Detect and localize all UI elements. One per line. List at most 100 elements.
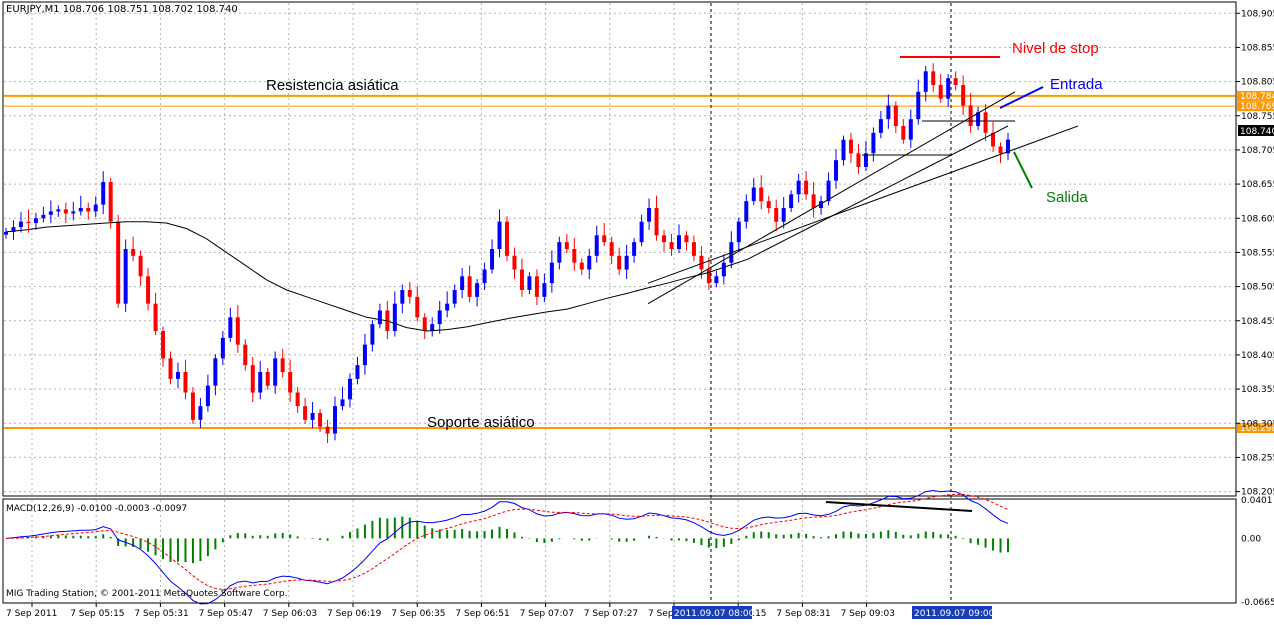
moving-average xyxy=(5,125,1009,332)
current-price: 108.740 xyxy=(1240,127,1274,137)
bull-candle xyxy=(392,303,397,331)
bull-candle xyxy=(923,71,928,92)
macd-line xyxy=(5,489,1009,605)
bear-candle xyxy=(662,235,667,243)
bull-candle xyxy=(78,208,83,212)
bear-candle xyxy=(766,201,771,208)
crosshair-time-1: 2011.09.07 08:00 xyxy=(674,609,755,619)
y-tick-label: 108.555 xyxy=(1241,248,1274,258)
bull-candle xyxy=(205,385,210,407)
bull-candle xyxy=(213,358,218,386)
bull-candle xyxy=(475,283,480,297)
bull-candle xyxy=(751,187,756,202)
bear-candle xyxy=(422,317,427,331)
bull-candle xyxy=(445,303,450,311)
bull-candle xyxy=(497,221,502,249)
bull-candle xyxy=(355,365,360,379)
crosshair-time-box-1 xyxy=(672,606,752,619)
bear-candle xyxy=(901,126,906,140)
bull-candle xyxy=(198,406,203,420)
bull-candle xyxy=(273,358,278,386)
bull-candle xyxy=(647,208,652,222)
bear-candle xyxy=(684,235,689,243)
symbol-info: EURJPY,M1 108.706 108.751 108.702 108.74… xyxy=(6,4,238,15)
bull-candle xyxy=(11,227,16,232)
bull-candle xyxy=(41,214,46,219)
bull-candle xyxy=(220,337,225,359)
bear-candle xyxy=(931,71,936,85)
bull-candle xyxy=(437,310,442,325)
macd-series xyxy=(5,489,1009,605)
bear-candle xyxy=(991,132,996,147)
y-tick-label: 108.655 xyxy=(1241,180,1274,190)
bull-candle xyxy=(826,180,831,202)
bear-candle xyxy=(183,372,188,393)
x-tick-label: 7 Sep 06:51 xyxy=(455,609,509,619)
x-tick-label: 7 Sep 2011 xyxy=(6,609,57,619)
bear-candle xyxy=(519,269,524,290)
bear-candle xyxy=(706,269,711,284)
x-tick-label: 7 Sep 07:27 xyxy=(584,609,638,619)
bear-candle xyxy=(811,194,816,208)
y-tick-label: 108.305 xyxy=(1241,419,1274,429)
bear-candle xyxy=(759,187,764,202)
bear-candle xyxy=(265,372,270,386)
bull-candle xyxy=(1006,139,1010,154)
bull-candle xyxy=(527,276,532,290)
level-price-label: 108.298 xyxy=(1240,424,1274,434)
bear-candle xyxy=(564,242,569,249)
y-tick-label: 108.755 xyxy=(1241,112,1274,122)
bull-candle xyxy=(4,231,8,235)
bear-candle xyxy=(804,180,809,195)
level-price-label: 108.769 xyxy=(1240,102,1274,112)
bull-candle xyxy=(48,211,53,215)
bull-candle xyxy=(549,262,554,284)
bull-candle xyxy=(886,105,891,120)
level-price-box xyxy=(1237,423,1274,434)
bull-candle xyxy=(871,132,876,154)
bull-candle xyxy=(71,211,76,214)
bear-candle xyxy=(86,208,91,212)
bull-candle xyxy=(258,372,263,393)
bull-candle xyxy=(841,139,846,161)
bull-candle xyxy=(123,249,128,304)
bull-candle xyxy=(460,276,465,290)
exit-label: Salida xyxy=(1046,189,1088,206)
bear-candle xyxy=(968,105,973,126)
bull-candle xyxy=(452,290,457,304)
resistance-label: Resistencia asiática xyxy=(266,77,399,94)
bear-candle xyxy=(243,344,248,366)
copyright-footer: MIG Trading Station, © 2001-2011 MetaQuo… xyxy=(6,589,288,599)
bear-candle xyxy=(168,358,173,379)
bull-candle xyxy=(490,249,495,270)
bull-candle xyxy=(370,324,375,345)
bull-candle xyxy=(908,119,913,140)
y-tick-label: 108.855 xyxy=(1241,43,1274,53)
bear-candle xyxy=(407,290,412,297)
trendline-2 xyxy=(647,125,1079,284)
bull-candle xyxy=(482,269,487,284)
bull-candle xyxy=(744,201,749,222)
bull-candle xyxy=(56,209,61,212)
bull-candle xyxy=(714,276,719,284)
x-tick-label: 7 Sep 05:31 xyxy=(134,609,188,619)
bull-candle xyxy=(557,242,562,263)
bull-candle xyxy=(721,262,726,277)
bear-candle xyxy=(295,392,300,407)
bear-candle xyxy=(669,242,674,249)
bear-candle xyxy=(325,426,330,434)
bear-candle xyxy=(153,303,158,331)
bull-candle xyxy=(676,235,681,249)
x-tick-label: 7 Sep 06:35 xyxy=(391,609,445,619)
y-tick-label: 108.255 xyxy=(1241,453,1274,463)
bull-candle xyxy=(542,283,547,297)
bear-candle xyxy=(609,242,614,256)
bear-candle xyxy=(998,146,1003,154)
y-tick-label: 108.705 xyxy=(1241,146,1274,156)
grid xyxy=(4,3,1235,603)
bear-candle xyxy=(415,296,420,318)
bull-candle xyxy=(175,372,180,379)
macd-title: MACD(12,26,9) -0.0100 -0.0003 -0.0097 xyxy=(6,504,187,514)
